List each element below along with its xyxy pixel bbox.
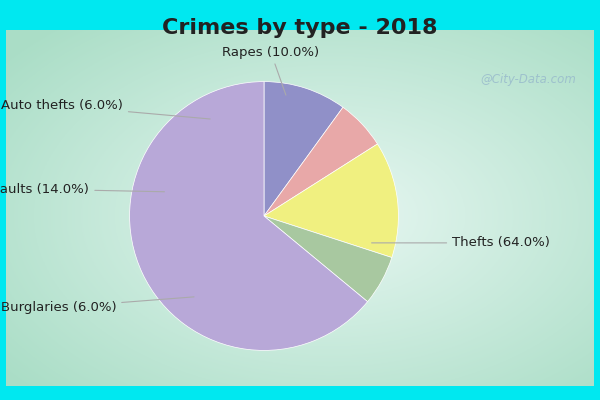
Text: Burglaries (6.0%): Burglaries (6.0%) bbox=[1, 297, 194, 314]
Text: Crimes by type - 2018: Crimes by type - 2018 bbox=[162, 18, 438, 38]
Text: @City-Data.com: @City-Data.com bbox=[481, 73, 577, 86]
Text: Thefts (64.0%): Thefts (64.0%) bbox=[371, 236, 550, 249]
Wedge shape bbox=[264, 82, 343, 216]
Wedge shape bbox=[264, 107, 377, 216]
Wedge shape bbox=[264, 144, 398, 258]
Text: Assaults (14.0%): Assaults (14.0%) bbox=[0, 183, 164, 196]
Text: Rapes (10.0%): Rapes (10.0%) bbox=[222, 46, 319, 95]
Wedge shape bbox=[130, 82, 368, 350]
Wedge shape bbox=[264, 216, 392, 302]
Text: Auto thefts (6.0%): Auto thefts (6.0%) bbox=[1, 99, 210, 119]
